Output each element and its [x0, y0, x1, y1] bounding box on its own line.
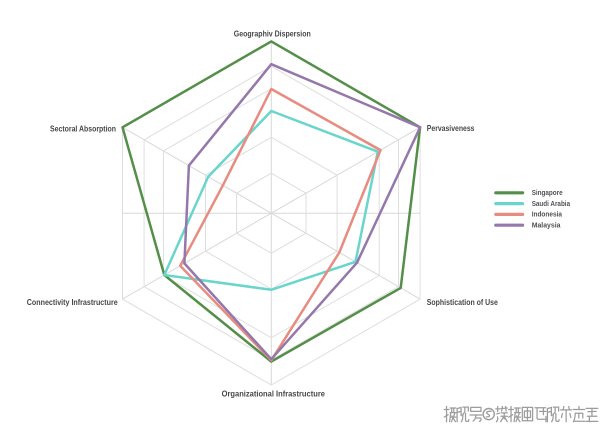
svg-text:Sectoral Absorption: Sectoral Absorption — [50, 123, 116, 133]
svg-text:Organizational Infrastructure: Organizational Infrastructure — [222, 388, 326, 398]
svg-text:Pervasiveness: Pervasiveness — [427, 123, 475, 133]
svg-text:Singapore: Singapore — [532, 190, 563, 197]
svg-text:Malaysia: Malaysia — [532, 222, 561, 229]
svg-text:Indonesia: Indonesia — [532, 212, 562, 219]
svg-text:Saudi Arabia: Saudi Arabia — [532, 201, 571, 208]
svg-text:Connectivity Infrastructure: Connectivity Infrastructure — [27, 297, 118, 307]
svg-text:Geographiv Dispersion: Geographiv Dispersion — [234, 29, 311, 39]
svg-text:Sophistication of Use: Sophistication of Use — [427, 297, 498, 307]
